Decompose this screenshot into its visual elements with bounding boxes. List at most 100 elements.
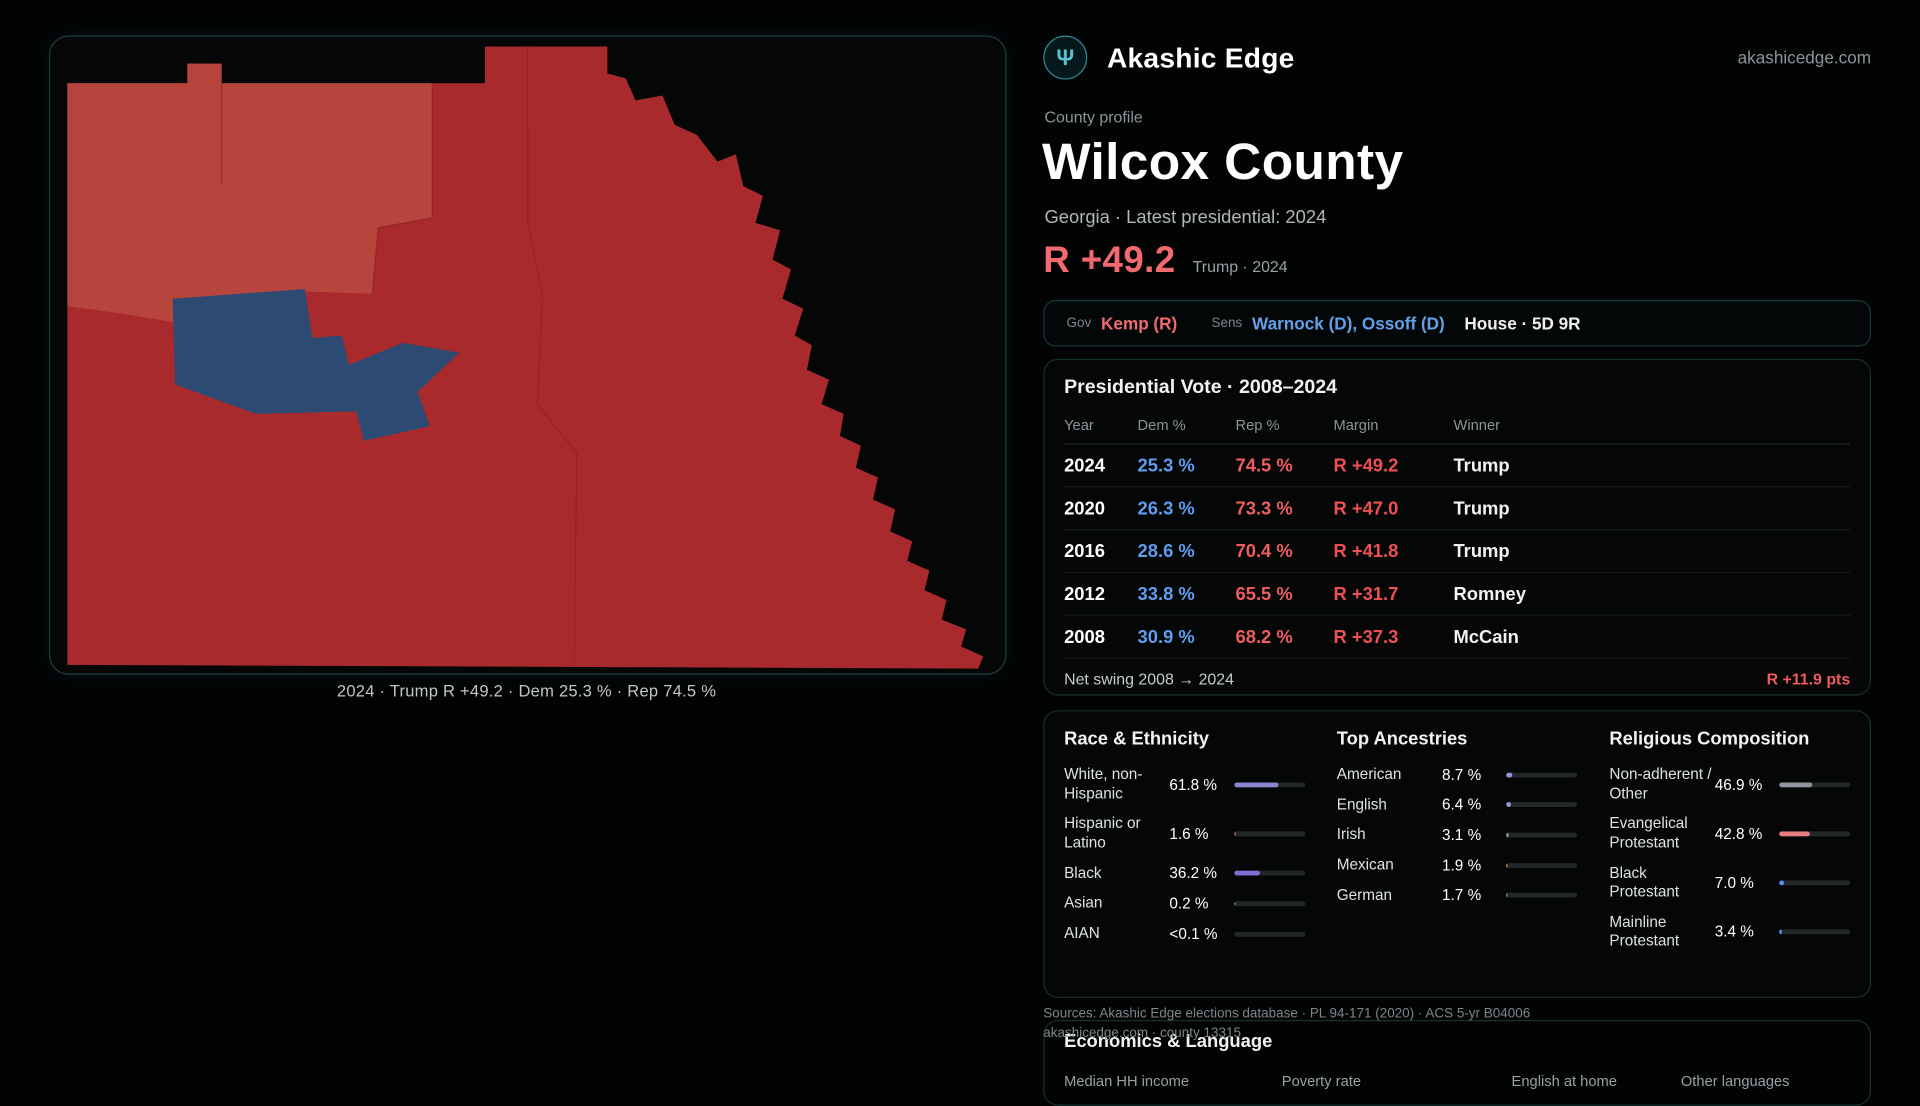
col-dem: Dem % [1138, 409, 1236, 444]
presidential-header-row: Year Dem % Rep % Margin Winner [1064, 409, 1850, 444]
demographic-bar [1779, 831, 1850, 836]
demographic-bar [1507, 772, 1578, 777]
demographic-bar [1234, 871, 1305, 876]
brand-domain-link[interactable]: akashicedge.com [1738, 48, 1871, 68]
cell-year: 2008 [1064, 615, 1137, 658]
demographic-bar-fill [1779, 930, 1781, 935]
cell-dem: 33.8 % [1138, 572, 1236, 615]
cell-margin: R +47.0 [1333, 487, 1453, 530]
religious-composition-title: Religious Composition [1609, 729, 1850, 750]
cell-winner: Trump [1453, 530, 1850, 573]
col-margin: Margin [1333, 409, 1453, 444]
cell-winner: McCain [1453, 615, 1850, 658]
demographic-value: 1.9 % [1442, 857, 1506, 874]
demographic-value: 42.8 % [1715, 825, 1779, 842]
subtitle: Georgia · Latest presidential: 2024 [1044, 207, 1326, 228]
demographic-bar-fill [1507, 863, 1508, 868]
demographic-bar-fill [1779, 881, 1784, 886]
demographic-label: Hispanic or Latino [1064, 815, 1169, 853]
demographic-bar [1234, 931, 1305, 936]
demographic-bar-fill [1234, 782, 1278, 787]
cell-dem: 30.9 % [1138, 615, 1236, 658]
house-value: House · 5D 9R [1464, 313, 1580, 333]
demographic-bar [1234, 831, 1305, 836]
cell-margin: R +49.2 [1333, 444, 1453, 487]
cell-margin: R +37.3 [1333, 615, 1453, 658]
cell-dem: 28.6 % [1138, 530, 1236, 573]
demographic-value: 61.8 % [1169, 776, 1233, 793]
map-caption: 2024 · Trump R +49.2 · Dem 25.3 % · Rep … [49, 682, 1004, 700]
page-title: Wilcox County [1042, 132, 1403, 191]
demographic-bar-fill [1234, 831, 1235, 836]
demographic-label: English [1337, 795, 1442, 814]
kicker: County profile [1044, 108, 1142, 126]
cell-winner: Trump [1453, 444, 1850, 487]
governor-value: Kemp (R) [1101, 313, 1177, 333]
net-swing-label: Net swing 2008 → 2024 [1064, 670, 1234, 688]
county-precinct-map[interactable] [49, 36, 1007, 675]
demographic-value: <0.1 % [1169, 925, 1233, 942]
demographic-bar [1507, 803, 1578, 808]
demographic-value: 3.1 % [1442, 827, 1506, 844]
cell-dem: 26.3 % [1138, 487, 1236, 530]
demographic-value: 8.7 % [1442, 766, 1506, 783]
demographic-value: 36.2 % [1169, 865, 1233, 882]
brand-name: Akashic Edge [1107, 41, 1295, 74]
cell-margin: R +31.7 [1333, 572, 1453, 615]
demographic-label: White, non-Hispanic [1064, 765, 1169, 803]
margin-headline: R +49.2 [1043, 240, 1175, 282]
demographic-bar [1779, 782, 1850, 787]
demographic-bar-fill [1507, 833, 1509, 838]
demographic-value: 46.9 % [1715, 776, 1779, 793]
net-swing-row: Net swing 2008 → 2024 R +11.9 pts [1064, 670, 1850, 688]
map-svg [50, 37, 1005, 674]
demographic-bar-fill [1779, 831, 1809, 836]
sources-line-2: akashicedge.com · county 13315 [1043, 1024, 1530, 1044]
gov-label: Gov [1067, 316, 1092, 331]
demographic-label: Non-adherent / Other [1609, 765, 1714, 803]
demographic-value: 0.2 % [1169, 895, 1233, 912]
brand-logo-icon: Ψ [1043, 36, 1087, 80]
top-ancestries-title: Top Ancestries [1337, 729, 1578, 750]
presidential-panel-title: Presidential Vote · 2008–2024 [1064, 377, 1850, 399]
sens-label: Sens [1212, 316, 1243, 331]
religious-composition-column: Religious Composition Non-adherent / Oth… [1609, 729, 1850, 980]
demographic-bar-fill [1507, 803, 1512, 808]
col-rep: Rep % [1236, 409, 1334, 444]
demographic-bar [1507, 833, 1578, 838]
demographic-label: Mexican [1337, 856, 1442, 875]
cell-winner: Romney [1453, 572, 1850, 615]
demographic-bar [1234, 901, 1305, 906]
cell-rep: 68.2 % [1236, 615, 1334, 658]
demographic-label: Black [1064, 864, 1169, 883]
sources-line-1: Sources: Akashic Edge elections database… [1043, 1004, 1530, 1024]
cell-winner: Trump [1453, 487, 1850, 530]
race-ethnicity-title: Race & Ethnicity [1064, 729, 1305, 750]
demographic-bar-fill [1507, 772, 1513, 777]
cell-rep: 74.5 % [1236, 444, 1334, 487]
demographic-bar-fill [1507, 893, 1508, 898]
margin-note: Trump · 2024 [1193, 257, 1288, 275]
demographic-label: Asian [1064, 894, 1169, 913]
demographic-value: 3.4 % [1715, 924, 1779, 941]
demographic-value: 6.4 % [1442, 796, 1506, 813]
presidential-vote-panel: Presidential Vote · 2008–2024 Year Dem %… [1043, 359, 1871, 696]
